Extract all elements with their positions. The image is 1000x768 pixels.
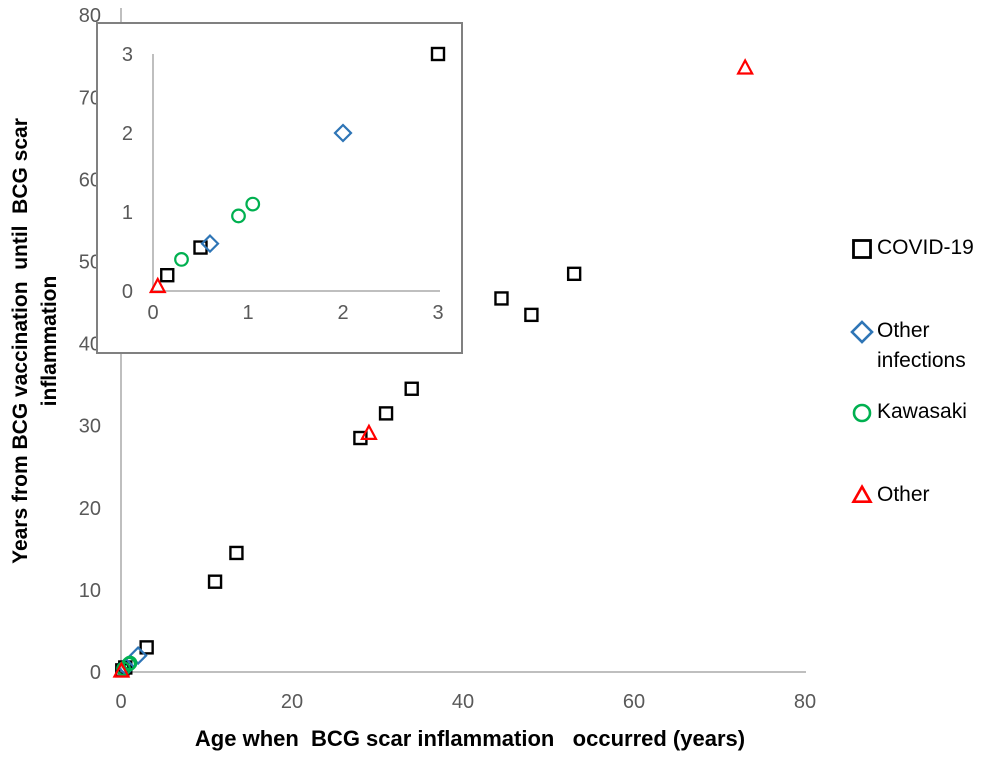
y-tick-label: 20: [79, 498, 101, 520]
x-tick-label: 0: [115, 691, 126, 713]
square-point: [430, 46, 446, 62]
square-point: [404, 381, 419, 396]
x-tick-label: 40: [452, 691, 474, 713]
inset-y-tick-label: 2: [122, 123, 133, 145]
y-tick-label: 80: [79, 5, 101, 27]
circle-point: [245, 196, 261, 212]
diamond-point: [200, 234, 220, 254]
y-tick-label: 50: [79, 252, 101, 274]
square-point: [139, 640, 154, 655]
inset-border: [96, 22, 463, 354]
legend: COVID-19 Other infections Kawasaki Other: [850, 0, 1000, 768]
legend-label-covid19: COVID-19: [877, 236, 974, 259]
inset-x-tick-label: 3: [432, 302, 443, 324]
y-tick-label: 10: [79, 580, 101, 602]
y-tick-label: 70: [79, 87, 101, 109]
inset-series-other: [148, 276, 167, 294]
triangle-point: [112, 661, 131, 678]
inset-plot: 0 1 2 3 0 1 2 3: [96, 22, 463, 354]
legend-label-other-infections: Other infections: [877, 319, 966, 372]
triangle-glyph: [851, 484, 873, 503]
inset-series-kawasaki: [174, 196, 261, 267]
circle-point: [122, 655, 138, 671]
inset-y-tick-label: 3: [122, 44, 133, 66]
inset-x-tick-label: 0: [147, 302, 158, 324]
legend-label-other: Other: [877, 483, 930, 506]
square-point: [494, 291, 509, 306]
x-tick-label: 20: [281, 691, 303, 713]
diamond-icon: [850, 320, 874, 344]
y-tick-label: 60: [79, 169, 101, 191]
y-axis-title-line2: inflammation: [38, 275, 61, 407]
triangle-icon: [851, 484, 873, 503]
inset-y-tick-label: 0: [122, 281, 133, 303]
circle-point: [174, 251, 189, 267]
x-axis-title: Age when BCG scar inflammation occurred …: [194, 726, 746, 751]
y-axis-title-line1: Years from BCG vaccination until BCG sca…: [9, 118, 32, 564]
x-tick-label: 80: [794, 691, 816, 713]
square-point: [378, 406, 394, 421]
inset-tick-labels: 0 1 2 3 0 1 2 3: [122, 44, 444, 324]
inset-series-other-infections: [200, 123, 353, 254]
y-tick-label: 40: [79, 334, 101, 356]
legend-item-covid19: COVID-19: [850, 233, 974, 263]
legend-item-kawasaki: Kawasaki: [850, 397, 967, 427]
diamond-point: [333, 123, 353, 143]
square-point: [524, 307, 539, 323]
inset-y-tick-label: 1: [122, 202, 133, 224]
x-tick-label: 60: [623, 691, 645, 713]
square-point: [160, 268, 175, 283]
diamond-glyph: [850, 320, 874, 344]
y-tick-label: 0: [90, 662, 101, 684]
triangle-point: [360, 423, 378, 440]
legend-item-other-infections: Other infections: [850, 316, 989, 376]
inset-x-tick-label: 1: [242, 302, 253, 324]
triangle-point: [148, 276, 167, 294]
square-point: [229, 545, 244, 561]
circle-glyph: [852, 403, 872, 423]
circle-icon: [852, 403, 872, 423]
circle-point: [231, 208, 246, 224]
square-icon: [852, 239, 872, 259]
series-other: [112, 58, 754, 678]
square-point: [207, 574, 223, 589]
triangle-point: [736, 58, 754, 75]
y-tick-label: 30: [79, 416, 101, 438]
inset-x-tick-label: 2: [337, 302, 348, 324]
y-axis-title: Years from BCG vaccination until BCG sca…: [6, 31, 64, 651]
legend-item-other: Other: [850, 480, 930, 510]
diamond-point: [128, 646, 148, 666]
square-point: [566, 266, 582, 282]
legend-label-kawasaki: Kawasaki: [877, 400, 967, 423]
square-glyph: [852, 239, 872, 259]
